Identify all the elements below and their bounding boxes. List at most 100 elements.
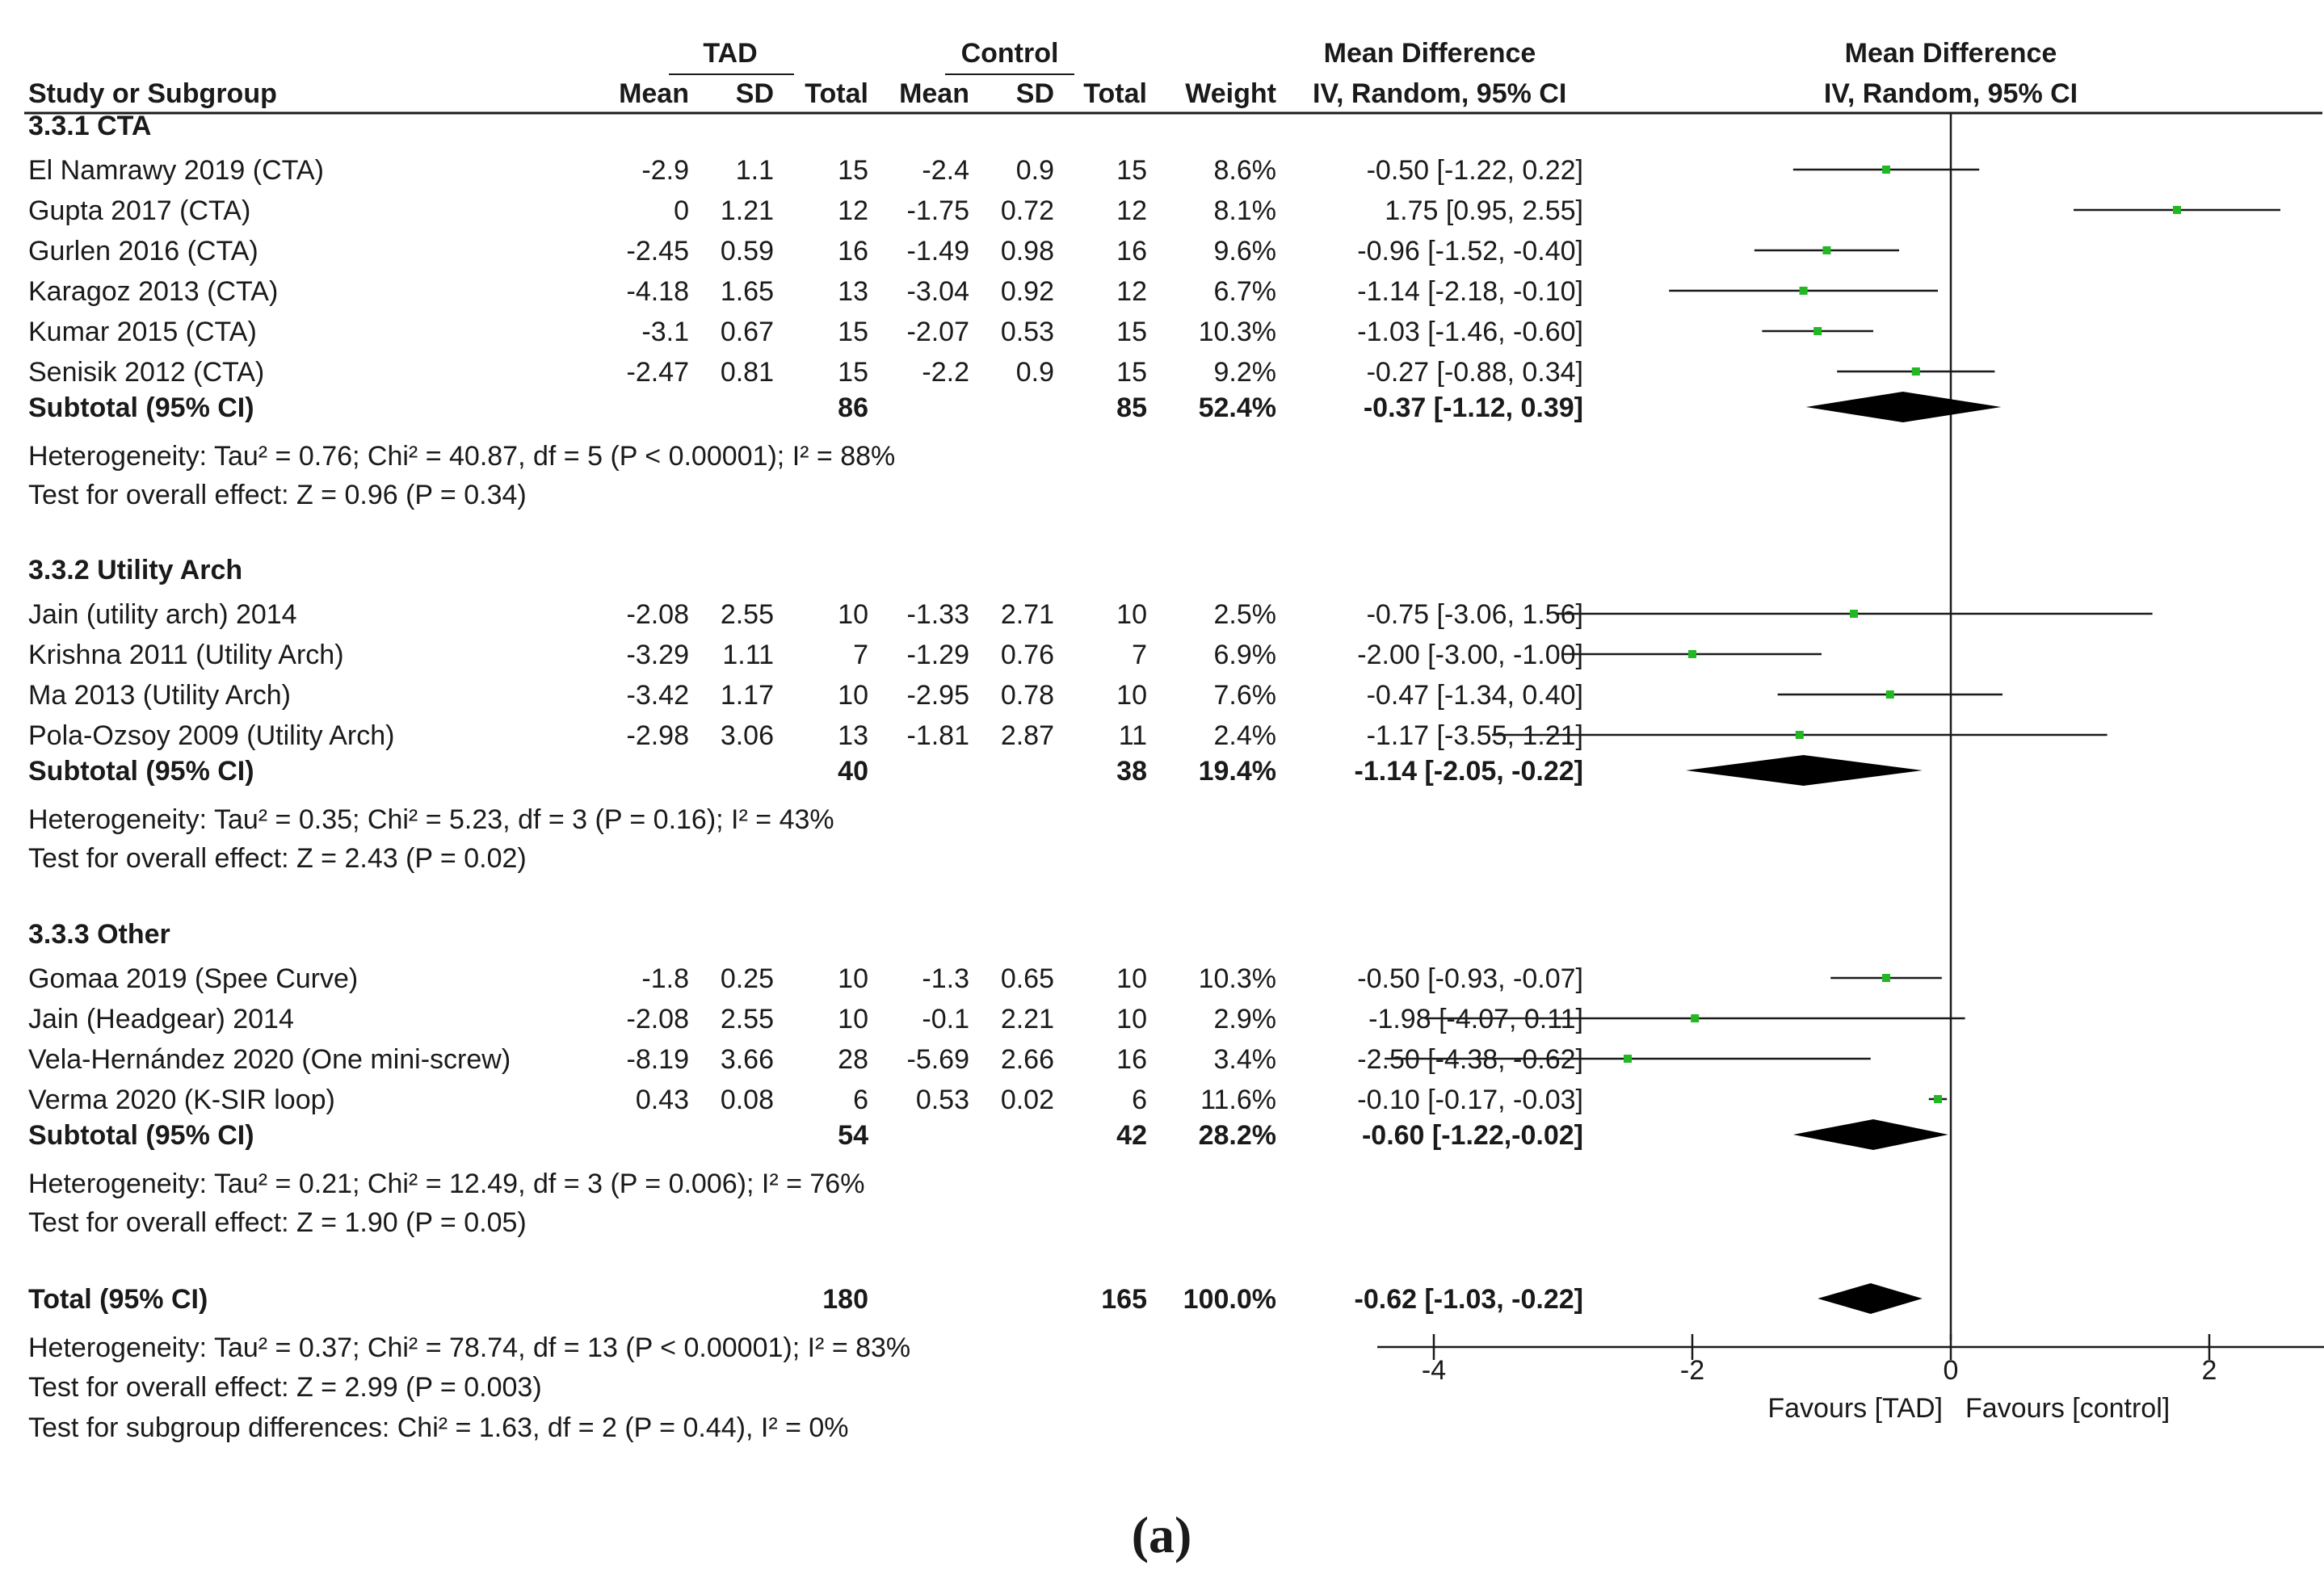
control-mean: -5.69 (907, 1044, 970, 1075)
control-sd: 2.21 (1001, 1004, 1054, 1034)
subtotal-diamond (1805, 392, 2002, 422)
control-sd: 0.72 (1001, 195, 1054, 226)
subgroup-differences: Test for subgroup differences: Chi² = 1.… (28, 1412, 849, 1443)
study-name: Gurlen 2016 (CTA) (28, 236, 258, 266)
mean-difference-ci: -0.50 [-1.22, 0.22] (1367, 155, 1583, 186)
subtotal-control-total: 42 (1116, 1120, 1147, 1151)
subtotal-weight: 28.2% (1199, 1120, 1276, 1151)
study-name: Ma 2013 (Utility Arch) (28, 680, 291, 711)
subgroup-heterogeneity: Heterogeneity: Tau² = 0.21; Chi² = 12.49… (28, 1169, 864, 1199)
header-study: Study or Subgroup (28, 78, 277, 109)
control-total: 7 (1132, 640, 1147, 670)
tad-mean: -8.19 (627, 1044, 690, 1075)
control-mean: -1.3 (922, 963, 969, 994)
mean-difference-ci: -0.50 [-0.93, -0.07] (1357, 963, 1583, 994)
x-axis-tick-label: -2 (1680, 1355, 1704, 1386)
total-tad-total: 180 (822, 1284, 868, 1315)
header-weight: Weight (1185, 78, 1276, 109)
subgroup-heading: 3.3.3 Other (28, 919, 170, 950)
subtotal-control-total: 38 (1116, 756, 1147, 787)
control-total: 10 (1116, 680, 1147, 711)
mean-difference-ci: -0.27 [-0.88, 0.34] (1367, 357, 1583, 388)
tad-total: 12 (838, 195, 868, 226)
control-sd: 2.87 (1001, 720, 1054, 751)
control-mean: -1.33 (907, 599, 970, 630)
tad-sd: 2.55 (721, 599, 774, 630)
total-control-total: 165 (1101, 1284, 1147, 1315)
figure-caption: (a) (1132, 1506, 1192, 1563)
total-ci: -0.62 [-1.03, -0.22] (1355, 1284, 1583, 1315)
tad-total: 15 (838, 155, 868, 186)
weight: 6.9% (1214, 640, 1277, 670)
tad-total: 10 (838, 1004, 868, 1034)
control-mean: -1.49 (907, 236, 970, 266)
weight: 10.3% (1199, 317, 1276, 347)
subgroup-overall-effect: Test for overall effect: Z = 2.43 (P = 0… (28, 843, 527, 874)
tad-mean: -2.45 (627, 236, 690, 266)
control-sd: 0.65 (1001, 963, 1054, 994)
tad-total: 16 (838, 236, 868, 266)
subgroup-overall-effect: Test for overall effect: Z = 1.90 (P = 0… (28, 1207, 527, 1238)
tad-sd: 1.11 (722, 640, 774, 670)
control-mean: -1.81 (907, 720, 970, 751)
tad-total: 10 (838, 599, 868, 630)
control-sd: 2.66 (1001, 1044, 1054, 1075)
tad-sd: 0.25 (721, 963, 774, 994)
control-sd: 0.53 (1001, 317, 1054, 347)
control-mean: -3.04 (907, 276, 970, 307)
tad-sd: 1.21 (721, 195, 774, 226)
subtotal-control-total: 85 (1116, 392, 1147, 423)
weight: 11.6% (1200, 1085, 1276, 1115)
study-name: Pola-Ozsoy 2009 (Utility Arch) (28, 720, 395, 751)
tad-sd: 1.17 (721, 680, 774, 711)
tad-mean: -2.08 (627, 599, 690, 630)
weight: 8.1% (1214, 195, 1277, 226)
subtotal-tad-total: 86 (838, 392, 868, 423)
tad-total: 10 (838, 963, 868, 994)
control-mean: -1.29 (907, 640, 970, 670)
control-mean: -2.95 (907, 680, 970, 711)
subtotal-weight: 19.4% (1199, 756, 1276, 787)
mean-difference-ci: -2.00 [-3.00, -1.00] (1357, 640, 1583, 670)
point-estimate (1885, 690, 1894, 699)
subtotal-diamond (1686, 755, 1923, 786)
tad-sd: 1.65 (721, 276, 774, 307)
mean-difference-ci: -0.10 [-0.17, -0.03] (1357, 1085, 1583, 1115)
tad-sd: 0.81 (721, 357, 774, 388)
weight: 9.2% (1214, 357, 1277, 388)
tad-total: 15 (838, 357, 868, 388)
favours-control-label: Favours [control] (1965, 1393, 2170, 1424)
tad-mean: -2.47 (627, 357, 690, 388)
tad-total: 13 (838, 720, 868, 751)
study-name: Verma 2020 (K-SIR loop) (28, 1085, 335, 1115)
subtotal-tad-total: 40 (838, 756, 868, 787)
total-overall-effect: Test for overall effect: Z = 2.99 (P = 0… (28, 1372, 542, 1403)
control-mean: 0.53 (916, 1085, 969, 1115)
tad-sd: 3.06 (721, 720, 774, 751)
subtotal-label: Subtotal (95% CI) (28, 756, 254, 787)
forest-plot: TAD Control Mean Difference Mean Difference… (24, 38, 2324, 1563)
header-group-md-text: Mean Difference (1324, 38, 1536, 69)
point-estimate (1795, 731, 1804, 739)
header-control-total: Total (1083, 78, 1147, 109)
favours-tad-label: Favours [TAD] (1767, 1393, 1943, 1424)
weight: 7.6% (1214, 680, 1277, 711)
control-mean: -2.2 (922, 357, 969, 388)
subtotal-tad-total: 54 (838, 1120, 868, 1151)
control-total: 15 (1116, 317, 1147, 347)
control-total: 15 (1116, 357, 1147, 388)
total-weight: 100.0% (1183, 1284, 1276, 1315)
tad-mean: -2.98 (627, 720, 690, 751)
study-name: Gupta 2017 (CTA) (28, 195, 250, 226)
study-name: El Namrawy 2019 (CTA) (28, 155, 324, 186)
mean-difference-ci: 1.75 [0.95, 2.55] (1385, 195, 1583, 226)
weight: 9.6% (1214, 236, 1277, 266)
point-estimate (2173, 206, 2181, 214)
tad-total: 15 (838, 317, 868, 347)
weight: 2.9% (1214, 1004, 1277, 1034)
control-mean: -2.07 (907, 317, 970, 347)
study-name: Jain (Headgear) 2014 (28, 1004, 294, 1034)
tad-mean: -3.1 (641, 317, 689, 347)
subtotal-weight: 52.4% (1199, 392, 1276, 423)
